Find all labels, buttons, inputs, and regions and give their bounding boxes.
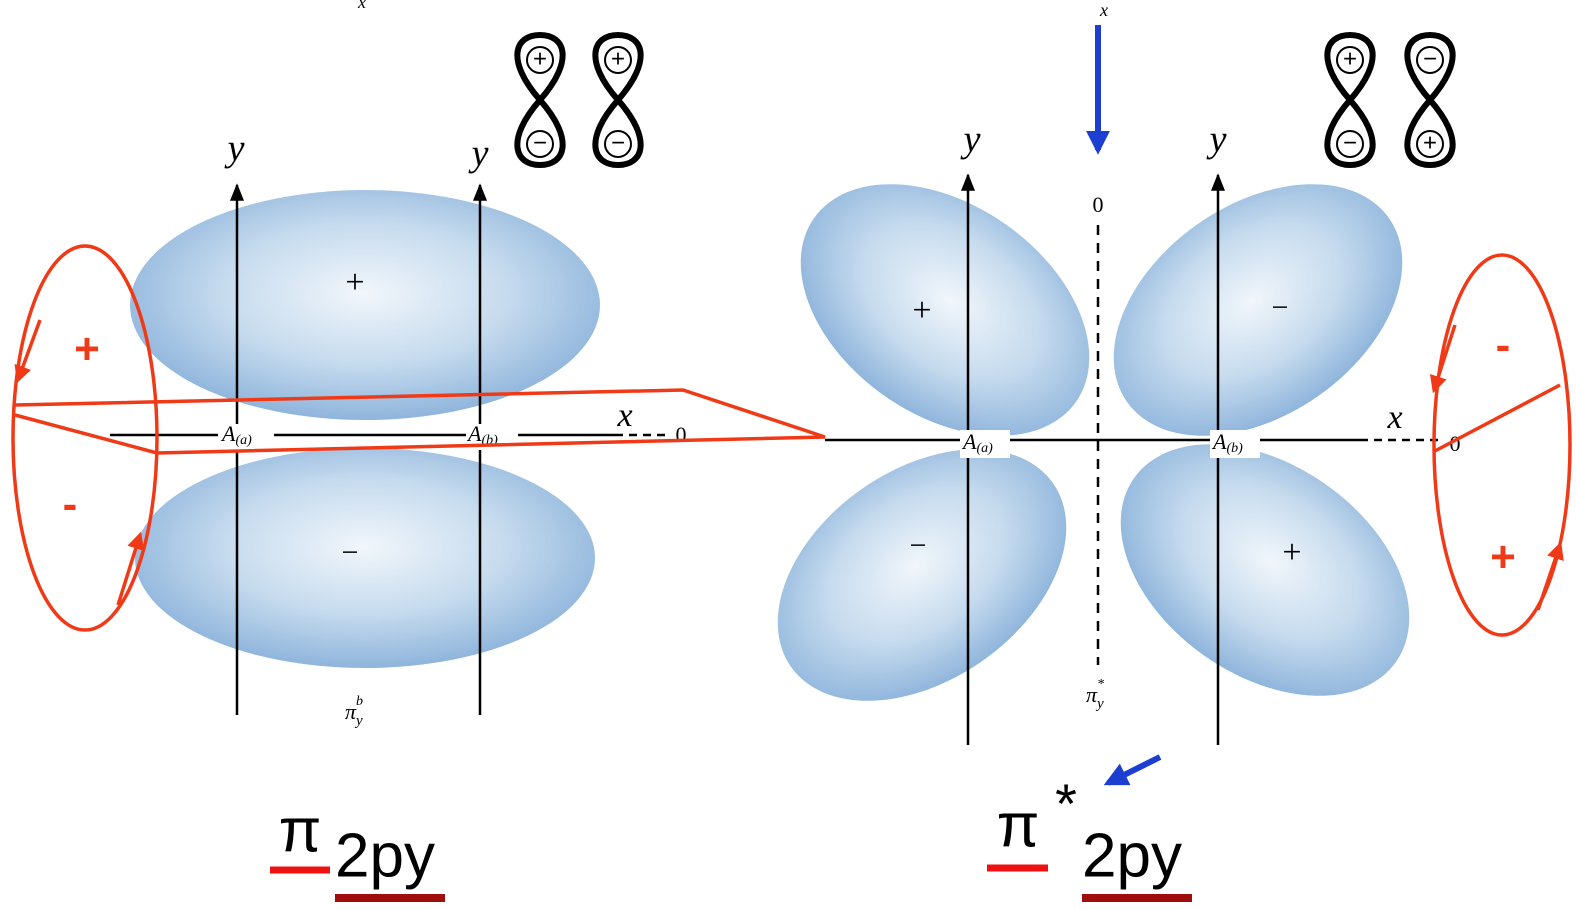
y-label: y xyxy=(224,128,245,170)
y-label: y xyxy=(468,133,489,175)
atom-sub: (b) xyxy=(1226,441,1243,456)
annotation-line xyxy=(1433,385,1560,452)
origin-label: 0 xyxy=(1093,192,1104,217)
orbital-sup: * xyxy=(1097,677,1104,692)
lobe-sign: − xyxy=(342,536,359,569)
lobe-sign: − xyxy=(910,529,927,562)
y-label: y xyxy=(1206,119,1227,161)
lobe xyxy=(135,448,595,668)
origin-label: 0 xyxy=(676,422,687,447)
icon-sign: − xyxy=(1423,45,1437,72)
lobe xyxy=(1074,392,1457,748)
caption-symbol: π xyxy=(997,791,1040,860)
atom-symbol: A xyxy=(961,429,977,454)
top-label: x xyxy=(357,0,366,12)
icon-sign: + xyxy=(533,45,547,72)
annotation-sign: - xyxy=(1496,321,1511,370)
diagram: x y y x 0 A(a) A(b) + − πby + − + − x 0 … xyxy=(0,0,1576,910)
orbital-icon: + − xyxy=(517,35,562,165)
annotation-arrow xyxy=(1434,325,1455,390)
orbital-icon: + − xyxy=(595,35,640,165)
icon-sign: + xyxy=(1423,129,1437,156)
lobe xyxy=(754,132,1137,488)
x-label: x xyxy=(616,397,632,434)
lobe-sign: + xyxy=(345,264,364,301)
atom-sub: (a) xyxy=(976,441,993,456)
x-label: x xyxy=(1386,399,1402,436)
orbital-icon: − + xyxy=(1407,35,1452,165)
icon-sign: + xyxy=(1343,45,1357,72)
arrow xyxy=(1108,757,1160,783)
atom-sub: (a) xyxy=(235,433,252,448)
orbital-sub: y xyxy=(354,713,363,729)
icon-sign: + xyxy=(611,45,625,72)
lobe-sign: − xyxy=(1272,291,1289,324)
annotation-arrow xyxy=(1538,545,1560,610)
annotation-ellipse xyxy=(13,246,157,630)
orbital-sup: b xyxy=(356,694,363,709)
orbital-icon: + − xyxy=(1327,35,1372,165)
annotation-sign: + xyxy=(74,325,100,374)
lobe xyxy=(731,397,1114,753)
caption-sub: 2py xyxy=(335,821,435,890)
top-label: x xyxy=(1099,0,1108,20)
atom-symbol: A xyxy=(220,421,236,446)
icon-sign: − xyxy=(1343,129,1357,156)
annotation-sign: + xyxy=(1490,533,1516,582)
icon-sign: − xyxy=(533,129,547,156)
lobe xyxy=(130,190,600,420)
orbital-name: π*y xyxy=(1086,677,1104,712)
lobe-sign: + xyxy=(1282,534,1301,571)
atom-symbol: A xyxy=(1211,429,1227,454)
caption-sup: * xyxy=(1055,772,1077,835)
annotation-sign: - xyxy=(63,480,78,529)
caption-symbol: π xyxy=(279,796,322,865)
caption-sub: 2py xyxy=(1082,821,1182,890)
orbital-sub: y xyxy=(1095,696,1104,712)
lobe-sign: + xyxy=(912,292,931,329)
y-label: y xyxy=(960,119,981,161)
icon-sign: − xyxy=(611,129,625,156)
atom-symbol: A xyxy=(466,421,482,446)
